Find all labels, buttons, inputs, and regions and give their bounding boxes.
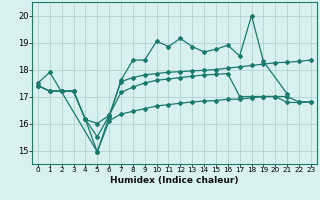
X-axis label: Humidex (Indice chaleur): Humidex (Indice chaleur) — [110, 176, 239, 185]
